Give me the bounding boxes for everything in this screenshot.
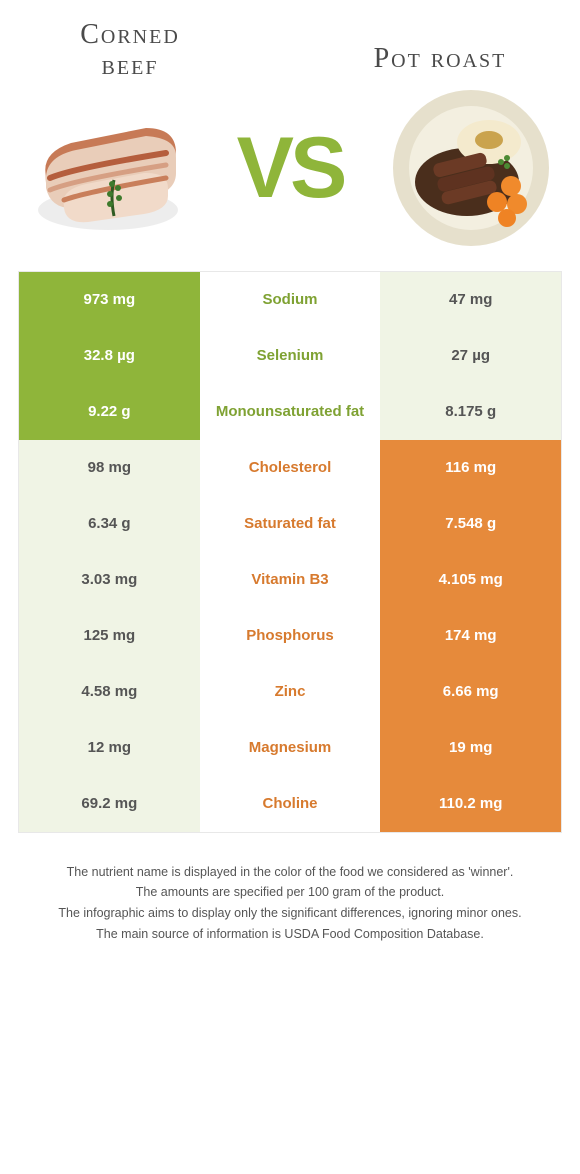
corned-beef-image: [26, 86, 191, 251]
table-row: 125 mgPhosphorus174 mg: [19, 608, 561, 664]
footnote-1: The nutrient name is displayed in the co…: [24, 863, 556, 882]
right-value: 47 mg: [380, 272, 561, 328]
title-left-line1: Corned: [80, 19, 180, 50]
nutrient-name: Choline: [200, 776, 381, 832]
right-value: 8.175 g: [380, 384, 561, 440]
nutrient-name: Selenium: [200, 328, 381, 384]
right-value: 27 µg: [380, 328, 561, 384]
nutrient-name: Saturated fat: [200, 496, 381, 552]
infographic-container: Corned beef Pot roast V: [0, 0, 580, 976]
table-row: 69.2 mgCholine110.2 mg: [19, 776, 561, 832]
hero-row: VS: [18, 86, 562, 271]
right-value: 116 mg: [380, 440, 561, 496]
title-left: Corned beef: [40, 20, 220, 82]
nutrient-name: Vitamin B3: [200, 552, 381, 608]
table-row: 9.22 gMonounsaturated fat8.175 g: [19, 384, 561, 440]
right-value: 7.548 g: [380, 496, 561, 552]
footnote-3: The infographic aims to display only the…: [24, 904, 556, 923]
left-value: 973 mg: [19, 272, 200, 328]
right-value: 19 mg: [380, 720, 561, 776]
pot-roast-image: [389, 86, 554, 251]
nutrient-name: Magnesium: [200, 720, 381, 776]
table-row: 4.58 mgZinc6.66 mg: [19, 664, 561, 720]
footnote-4: The main source of information is USDA F…: [24, 925, 556, 944]
right-value: 4.105 mg: [380, 552, 561, 608]
right-value: 110.2 mg: [380, 776, 561, 832]
left-value: 9.22 g: [19, 384, 200, 440]
left-value: 12 mg: [19, 720, 200, 776]
nutrient-name: Monounsaturated fat: [200, 384, 381, 440]
vs-label: VS: [237, 119, 344, 218]
table-row: 98 mgCholesterol116 mg: [19, 440, 561, 496]
nutrient-table: 973 mgSodium47 mg32.8 µgSelenium27 µg9.2…: [18, 271, 562, 833]
nutrient-name: Cholesterol: [200, 440, 381, 496]
nutrient-name: Zinc: [200, 664, 381, 720]
title-left-line2: beef: [102, 50, 159, 81]
right-value: 6.66 mg: [380, 664, 561, 720]
nutrient-name: Sodium: [200, 272, 381, 328]
left-value: 125 mg: [19, 608, 200, 664]
left-value: 69.2 mg: [19, 776, 200, 832]
left-value: 32.8 µg: [19, 328, 200, 384]
left-value: 4.58 mg: [19, 664, 200, 720]
header: Corned beef Pot roast: [18, 20, 562, 92]
table-row: 32.8 µgSelenium27 µg: [19, 328, 561, 384]
nutrient-name: Phosphorus: [200, 608, 381, 664]
table-row: 12 mgMagnesium19 mg: [19, 720, 561, 776]
left-value: 6.34 g: [19, 496, 200, 552]
table-row: 3.03 mgVitamin B34.105 mg: [19, 552, 561, 608]
left-value: 3.03 mg: [19, 552, 200, 608]
left-value: 98 mg: [19, 440, 200, 496]
title-right: Pot roast: [340, 44, 540, 75]
footnote-2: The amounts are specified per 100 gram o…: [24, 883, 556, 902]
table-row: 6.34 gSaturated fat7.548 g: [19, 496, 561, 552]
table-row: 973 mgSodium47 mg: [19, 272, 561, 328]
right-value: 174 mg: [380, 608, 561, 664]
footnotes: The nutrient name is displayed in the co…: [18, 863, 562, 944]
